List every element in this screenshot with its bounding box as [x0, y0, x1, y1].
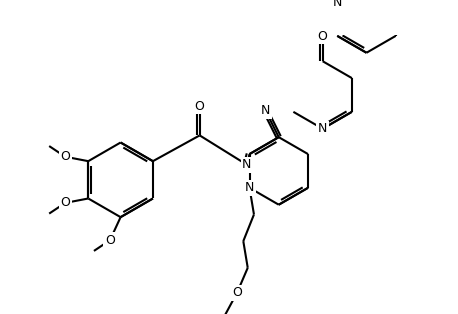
Text: N: N	[245, 181, 254, 194]
Text: O: O	[195, 100, 205, 113]
Text: O: O	[105, 234, 115, 247]
Text: O: O	[232, 286, 242, 299]
Text: N: N	[318, 122, 327, 135]
Text: O: O	[60, 150, 70, 163]
Text: N: N	[261, 104, 270, 117]
Text: O: O	[60, 197, 70, 209]
Text: O: O	[318, 30, 327, 43]
Text: N: N	[333, 0, 342, 8]
Text: N: N	[242, 158, 251, 171]
